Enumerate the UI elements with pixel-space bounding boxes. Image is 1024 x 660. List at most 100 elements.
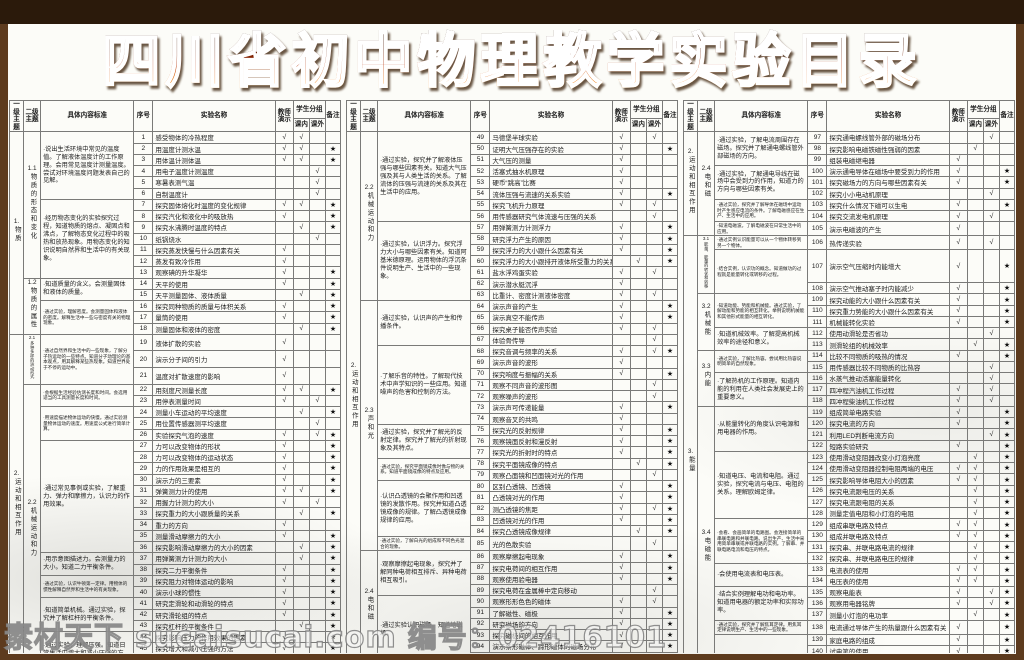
level2-theme: 2.4 电和磁 [360, 550, 379, 653]
in-class-check: √ [629, 457, 647, 470]
out-class-check [308, 518, 326, 531]
in-class-check [629, 288, 647, 302]
in-class-check [629, 584, 647, 597]
catalog-table-3: 一级主题 二级主题 具体内容标准 序号 实验名称 教师演示 学生分组 备注 课内… [682, 100, 1015, 653]
in-class-check [966, 372, 984, 385]
level2-theme: 2.3 声和光 [360, 300, 379, 552]
experiment-row: 50 证明大气压强存在的实验 √ ★ [347, 142, 679, 155]
in-class-check [292, 243, 310, 257]
in-class-check [966, 428, 984, 441]
seq-number: 4 [133, 165, 154, 178]
note-star: ★ [998, 619, 1015, 635]
experiment-name: 探究增大和减小压强的方法 [152, 642, 276, 653]
out-class-check [308, 541, 326, 554]
seq-number: 132 [807, 552, 828, 565]
content-standard: ·了解乐音的特性。了解现代技术中声学知识的一些应用。知道噪声的危害和控制的方法。 [377, 345, 472, 425]
in-class-check [966, 644, 984, 653]
in-class-check: √ [629, 525, 647, 538]
out-class-check: √ [308, 496, 326, 509]
teacher-demo-check: √ [274, 266, 294, 279]
watermark: 素材天下 sucaisucai.com 编号：02416101 [3, 619, 668, 654]
out-class-check: √ [645, 536, 663, 552]
seq-number: 20 [133, 350, 154, 368]
experiment-row: 3 用体温计测体温 √ √ ★ [10, 153, 342, 167]
experiment-row: 74 观察音叉的共鸣 √ [347, 412, 679, 425]
in-class-check: √ [292, 221, 310, 234]
experiment-row: 66 探究桌子能否传声实验 √ √ [347, 322, 679, 335]
experiment-name: 天平测量固体、液体质量 [152, 288, 276, 302]
out-class-check [645, 142, 663, 155]
in-class-check [629, 423, 647, 437]
col-header-seq: 序号 [133, 100, 154, 133]
note-star [661, 288, 679, 302]
experiment-name: 探究小小电动机原理 [826, 187, 950, 200]
experiment-name: 天平的使用 [152, 277, 276, 290]
note-star [324, 232, 342, 245]
content-standard: ·通过实验，探究并了解导体在磁场中运动时产生感应电流的条件。了解电磁感应在生产、… [714, 198, 809, 223]
in-class-check [966, 619, 984, 635]
experiment-name: 探究电荷在金属棒中定向移动 [489, 584, 613, 597]
seq-number: 34 [133, 518, 154, 531]
experiment-name: 探究桌子能否传声实验 [489, 322, 613, 335]
out-class-check: √ [645, 322, 663, 335]
in-class-check [966, 304, 984, 317]
teacher-demo-check: √ [274, 496, 294, 509]
in-class-check: √ [292, 383, 310, 396]
out-class-check: √ [982, 327, 1000, 340]
in-class-check [966, 249, 984, 284]
note-star: ★ [661, 423, 679, 437]
seq-number: 61 [470, 266, 491, 279]
level2-theme: 2.2 机械运动和力 [360, 131, 379, 302]
seq-number: 25 [133, 417, 154, 430]
col-header-seq: 序号 [470, 100, 491, 133]
out-class-check: √ [982, 235, 1000, 251]
experiment-name: 演示真空不能传声 [489, 311, 613, 324]
experiment-name: 四冲程柴油机工作过程 [826, 394, 950, 407]
teacher-demo-check: √ [274, 311, 294, 324]
seq-number: 89 [470, 584, 491, 597]
note-star: ★ [324, 439, 342, 453]
in-class-check [292, 428, 310, 441]
in-class-check [629, 243, 647, 257]
out-class-check [308, 473, 326, 486]
teacher-demo-check: √ [948, 597, 968, 610]
experiment-name: 探究重力的大小跟质量的关系 [152, 507, 276, 520]
seq-number: 30 [133, 473, 154, 486]
experiment-row: ·通过实验，了解白光的组成和不同色光混合的现象。 85 光的色散实验 √ [347, 536, 679, 552]
seq-number: 86 [470, 550, 491, 563]
seq-number: 56 [470, 210, 491, 223]
note-star: ★ [661, 311, 679, 324]
out-class-check [982, 540, 1000, 554]
out-class-check: √ [982, 210, 1000, 223]
col-header-theme2: 二级主题 [697, 100, 716, 133]
teacher-demo-check: √ [611, 446, 631, 459]
note-star: ★ [998, 176, 1015, 189]
note-star: ★ [324, 574, 342, 588]
in-class-check [629, 480, 647, 493]
note-star: ★ [998, 417, 1015, 430]
experiment-name: 利用LED判断电流方向 [826, 428, 950, 441]
note-star: ★ [324, 473, 342, 486]
seq-number: 11 [133, 243, 154, 257]
out-class-check [645, 255, 663, 268]
col-header-theme1: 一级主题 [682, 100, 699, 133]
experiment-name: 观察使用验电器 [489, 572, 613, 586]
seq-number: 98 [807, 142, 828, 155]
experiment-name: 测凸透镜的焦距 [489, 502, 613, 515]
experiment-name: 蒸发有致冷作用 [152, 255, 276, 268]
note-star: ★ [661, 525, 679, 538]
note-star: ★ [998, 315, 1015, 329]
out-class-check [308, 255, 326, 268]
in-class-check [629, 561, 647, 574]
experiment-row: 132 探究串、并联电路电压的规律 √ ★ [684, 552, 1015, 565]
seq-number: 130 [807, 529, 828, 542]
seq-number: 109 [807, 293, 828, 306]
experiment-row: 51 大气压的测量 √ [347, 153, 679, 167]
experiment-row: ·知道电压、电流和电阻。通过实验，探究电流与电压、电阻的关系。理解欧姆定律。 12… [684, 450, 1015, 520]
teacher-demo-check: √ [274, 277, 294, 290]
experiment-name: 体验骨传导 [489, 333, 613, 347]
seq-number: 71 [470, 378, 491, 392]
in-class-check: √ [292, 198, 310, 212]
in-class-check [629, 367, 647, 380]
out-class-check [982, 633, 1000, 646]
